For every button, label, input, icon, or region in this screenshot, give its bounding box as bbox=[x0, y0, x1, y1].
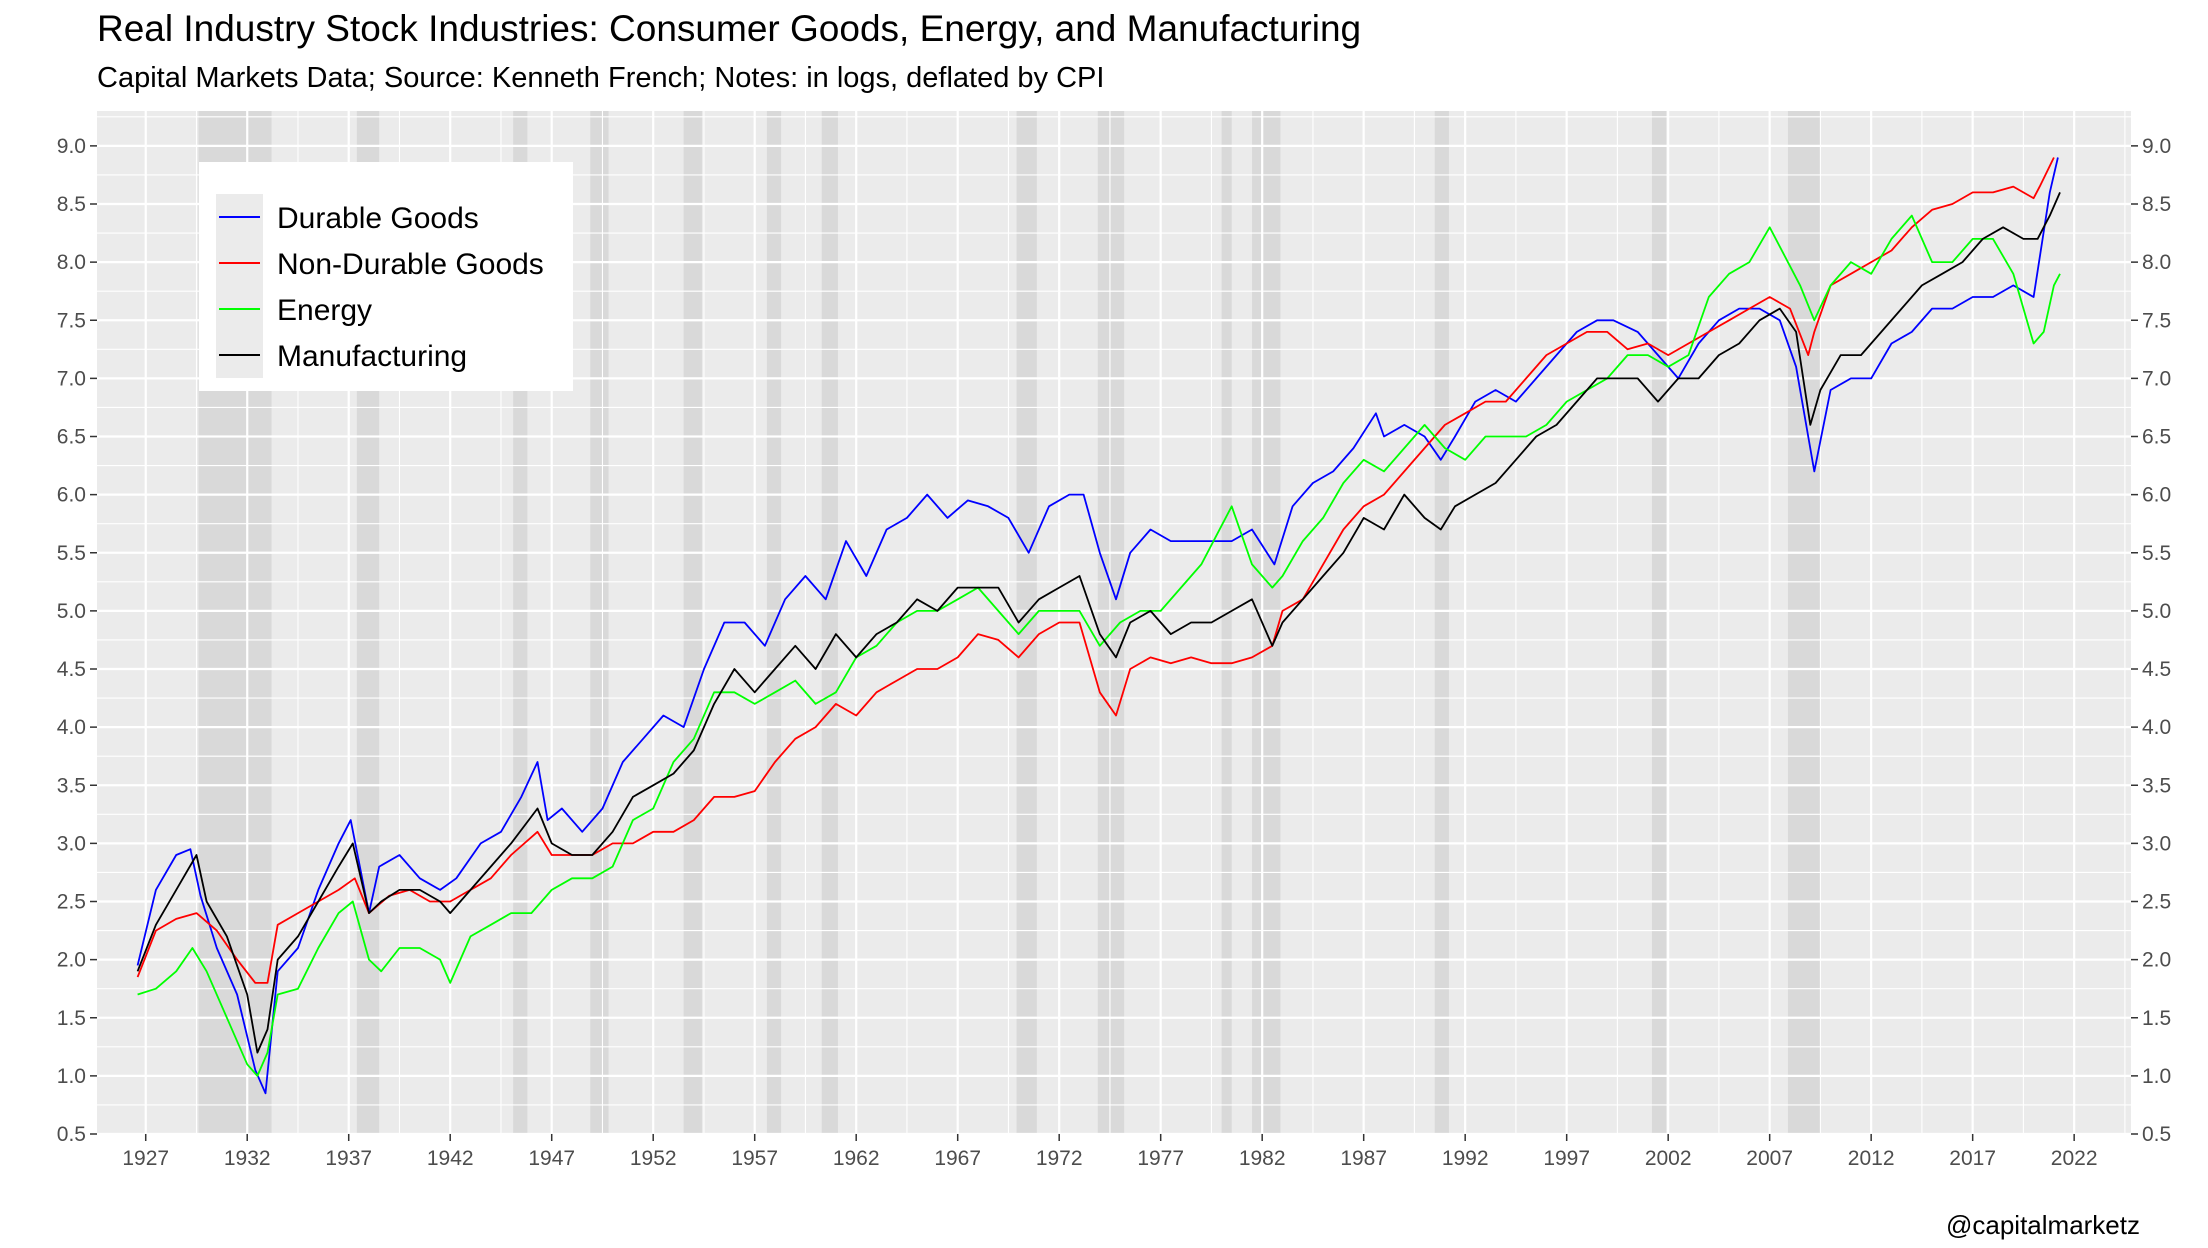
y-tick-label-right: 7.5 bbox=[2142, 309, 2171, 332]
y-tick-label-left: 6.0 bbox=[57, 484, 86, 507]
x-tick-label: 1962 bbox=[833, 1147, 880, 1170]
legend-label: Durable Goods bbox=[277, 202, 479, 235]
recession-band bbox=[590, 111, 609, 1134]
y-tick-label-left: 6.5 bbox=[57, 426, 86, 449]
x-tick-label: 2017 bbox=[1949, 1147, 1996, 1170]
series-line-durable-goods bbox=[136, 157, 2059, 1095]
x-tick-label: 1967 bbox=[934, 1147, 981, 1170]
axes: 0.5 0.5 1.0 1.0 1.5 1.5 2.0 2.0 2.5 2.5 3.0 3.0 3.5 3… bbox=[57, 135, 2171, 1170]
y-tick-label-right: 2.5 bbox=[2142, 891, 2171, 914]
y-tick-label-left: 1.0 bbox=[57, 1065, 86, 1088]
y-tick-label-left: 4.5 bbox=[57, 658, 86, 681]
x-tick-label: 1987 bbox=[1340, 1147, 1387, 1170]
x-tick-label: 1977 bbox=[1137, 1147, 1184, 1170]
y-tick-label-right: 4.0 bbox=[2142, 716, 2171, 739]
y-tick-label-left: 3.0 bbox=[57, 832, 86, 855]
y-tick-label-left: 8.0 bbox=[57, 251, 86, 274]
recession-band bbox=[1252, 111, 1281, 1134]
y-tick-label-right: 6.0 bbox=[2142, 484, 2171, 507]
x-tick-label: 1972 bbox=[1036, 1147, 1083, 1170]
recession-band bbox=[1651, 111, 1667, 1134]
y-tick-label-right: 4.5 bbox=[2142, 658, 2171, 681]
credit-text: @capitalmarketz bbox=[1945, 1210, 2140, 1240]
x-tick-label: 1957 bbox=[731, 1147, 778, 1170]
legend-label: Non-Durable Goods bbox=[277, 248, 544, 281]
x-tick-label: 1937 bbox=[325, 1147, 372, 1170]
x-tick-label: 1997 bbox=[1543, 1147, 1590, 1170]
recession-band bbox=[1221, 111, 1232, 1134]
x-tick-label: 2012 bbox=[1848, 1147, 1895, 1170]
x-tick-label: 2002 bbox=[1645, 1147, 1692, 1170]
y-tick-label-left: 5.0 bbox=[57, 600, 86, 623]
y-tick-label-left: 7.0 bbox=[57, 367, 86, 390]
x-tick-label: 1992 bbox=[1442, 1147, 1489, 1170]
y-tick-label-left: 9.0 bbox=[57, 135, 86, 158]
legend-label: Energy bbox=[277, 294, 372, 327]
legend: Durable Goods Non-Durable Goods Energy Manu… bbox=[199, 162, 573, 391]
y-tick-label-left: 7.5 bbox=[57, 309, 86, 332]
y-tick-label-right: 2.0 bbox=[2142, 949, 2171, 972]
y-tick-label-left: 0.5 bbox=[57, 1123, 86, 1146]
y-tick-label-left: 5.5 bbox=[57, 542, 86, 565]
x-tick-label: 1982 bbox=[1239, 1147, 1286, 1170]
y-tick-label-left: 1.5 bbox=[57, 1007, 86, 1030]
x-tick-label: 2022 bbox=[2051, 1147, 2098, 1170]
y-tick-label-right: 0.5 bbox=[2142, 1123, 2171, 1146]
y-tick-label-left: 2.5 bbox=[57, 891, 86, 914]
legend-label: Manufacturing bbox=[277, 340, 467, 373]
y-tick-label-right: 3.0 bbox=[2142, 832, 2171, 855]
recession-band bbox=[821, 111, 838, 1134]
y-tick-label-right: 1.0 bbox=[2142, 1065, 2171, 1088]
y-tick-label-right: 7.0 bbox=[2142, 367, 2171, 390]
series-line-manufacturing bbox=[136, 192, 2061, 1054]
x-tick-label: 1942 bbox=[427, 1147, 474, 1170]
recession-band bbox=[683, 111, 702, 1134]
x-tick-label: 1932 bbox=[224, 1147, 271, 1170]
y-tick-label-left: 2.0 bbox=[57, 949, 86, 972]
x-tick-label: 2007 bbox=[1746, 1147, 1793, 1170]
y-tick-label-right: 6.5 bbox=[2142, 426, 2171, 449]
y-tick-label-right: 3.5 bbox=[2142, 774, 2171, 797]
recession-band bbox=[1787, 111, 1821, 1134]
recession-band bbox=[1016, 111, 1037, 1134]
chart-subtitle: Capital Markets Data; Source: Kenneth Fr… bbox=[97, 62, 1105, 94]
recession-band bbox=[1434, 111, 1449, 1134]
y-tick-label-left: 8.5 bbox=[57, 193, 86, 216]
series-lines bbox=[136, 157, 2061, 1095]
y-tick-label-right: 8.5 bbox=[2142, 193, 2171, 216]
series-line-energy bbox=[137, 214, 2061, 1077]
x-tick-label: 1927 bbox=[122, 1147, 169, 1170]
y-tick-label-right: 5.0 bbox=[2142, 600, 2171, 623]
x-tick-label: 1952 bbox=[630, 1147, 677, 1170]
y-tick-label-left: 3.5 bbox=[57, 774, 86, 797]
recession-band bbox=[766, 111, 782, 1134]
chart-title: Real Industry Stock Industries: Consumer… bbox=[97, 8, 1362, 49]
y-tick-label-right: 1.5 bbox=[2142, 1007, 2171, 1030]
y-tick-label-right: 8.0 bbox=[2142, 251, 2171, 274]
y-tick-label-right: 9.0 bbox=[2142, 135, 2171, 158]
y-tick-label-right: 5.5 bbox=[2142, 542, 2171, 565]
y-tick-label-left: 4.0 bbox=[57, 716, 86, 739]
x-tick-label: 1947 bbox=[528, 1147, 575, 1170]
